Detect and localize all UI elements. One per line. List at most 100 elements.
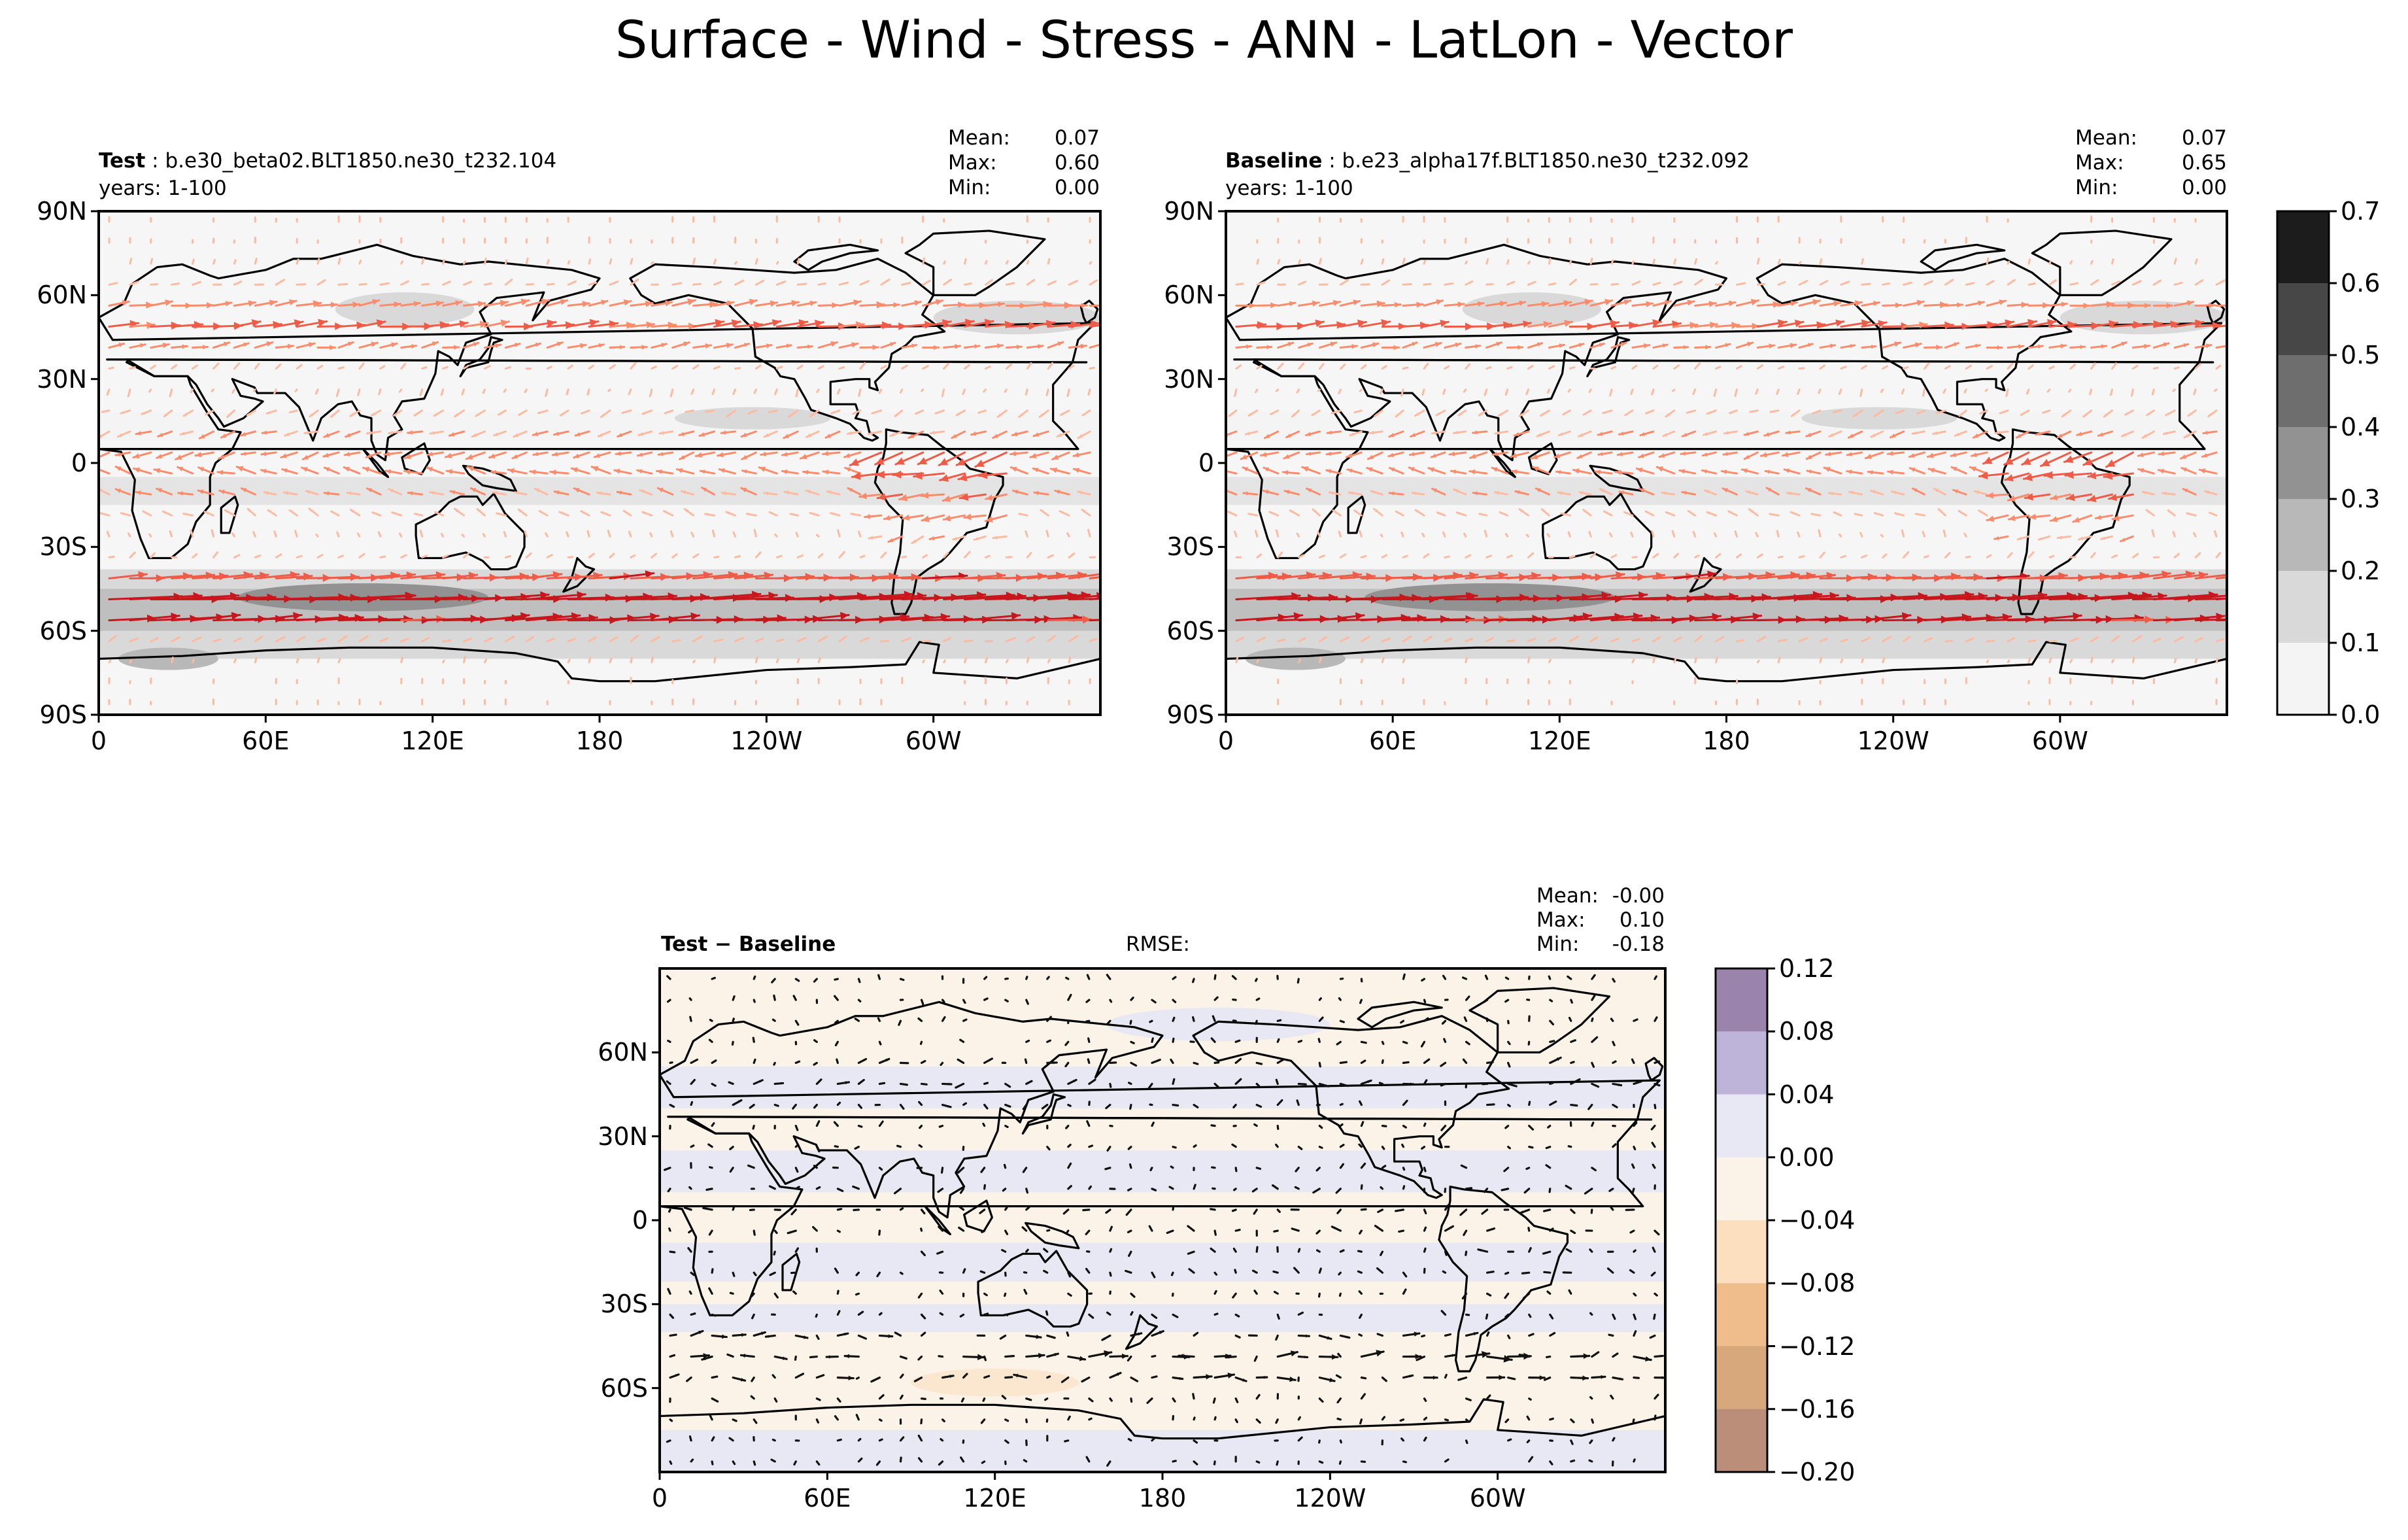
wind-vector-head <box>441 392 443 395</box>
wind-vector-head <box>344 466 350 472</box>
wind-vector-head <box>1093 556 1095 558</box>
wind-vector-head <box>919 1458 921 1460</box>
wind-vector-head <box>630 677 632 680</box>
wind-vector-head <box>782 469 788 475</box>
wind-vector-head <box>623 299 631 306</box>
wind-vector-head <box>1888 470 1893 475</box>
wind-vector-head <box>1631 532 1633 534</box>
wind-vector-head <box>726 511 730 515</box>
wind-vector-head <box>798 1187 800 1188</box>
wind-vector-head <box>466 366 469 368</box>
wind-vector-head <box>336 394 339 396</box>
wind-vector-head <box>227 413 231 417</box>
wind-vector-head <box>1423 700 1425 702</box>
wind-vector-head <box>1950 279 1953 282</box>
wind-vector <box>859 594 927 601</box>
wind-vector-head <box>844 1332 848 1336</box>
wind-vector-head <box>985 1106 988 1108</box>
wind-vector-head <box>837 530 839 533</box>
wind-vector-head <box>1354 510 1358 513</box>
wind-vector-head <box>1402 678 1404 681</box>
wind-vector-head <box>975 459 985 467</box>
wind-vector-head <box>924 1398 926 1400</box>
wind-vector-head <box>556 341 563 347</box>
wind-vector-head <box>2179 282 2182 284</box>
wind-vector-head <box>394 301 401 308</box>
wind-vector-head <box>1776 530 1779 533</box>
wind-vector-head <box>1371 490 1376 494</box>
wind-vector-head <box>2184 434 2189 437</box>
wind-vector-head <box>1248 513 1252 516</box>
wind-vector-head <box>278 364 281 367</box>
wind-vector-head <box>1410 452 1415 456</box>
coastline <box>1489 448 1516 478</box>
wind-vector-head <box>1655 366 1657 368</box>
wind-vector-head <box>1492 467 1498 472</box>
wind-vector-head <box>1682 432 1687 437</box>
wind-vector-head <box>859 699 862 701</box>
wind-vector-head <box>668 1289 670 1291</box>
wind-vector-head <box>1806 488 1812 493</box>
wind-vector-head <box>1678 281 1682 284</box>
wind-vector <box>1715 596 1771 601</box>
wind-vector-head <box>1069 657 1071 660</box>
wind-vector-head <box>713 216 715 218</box>
wind-vector-head <box>813 1227 815 1229</box>
wind-vector-head <box>617 490 622 495</box>
wind-vector-head <box>322 638 326 641</box>
wind-vector-head <box>308 342 315 348</box>
wind-vector-head <box>174 365 177 368</box>
wind-vector-head <box>1470 638 1472 641</box>
wind-vector-head <box>615 281 618 284</box>
test-max-value: 0.60 <box>1054 151 1100 175</box>
wind-vector-head <box>694 1059 698 1062</box>
wind-vector-head <box>958 473 968 482</box>
wind-vector-head <box>631 258 633 261</box>
wind-vector-head <box>1008 1105 1010 1107</box>
wind-vector-head <box>598 343 604 348</box>
wind-vector <box>2194 597 2227 601</box>
wind-vector-head <box>2175 258 2177 261</box>
wind-vector-head <box>656 469 662 475</box>
wind-vector-head <box>1620 342 1627 347</box>
wind-vector-head <box>1636 468 1643 473</box>
wind-vector-head <box>2209 512 2213 515</box>
wind-vector-head <box>1657 282 1660 284</box>
wind-vector-head <box>671 237 673 240</box>
wind-vector-head <box>121 512 125 515</box>
wind-vector-head <box>670 1401 671 1402</box>
wind-vector-head <box>1389 491 1395 496</box>
wind-vector-head <box>848 1375 854 1380</box>
wind-vector-head <box>258 555 260 557</box>
wind-vector-head <box>2114 363 2116 366</box>
wind-vector-head <box>1604 511 1608 514</box>
wind-vector-head <box>1663 433 1668 437</box>
wind-vector-head <box>1351 343 1357 349</box>
wind-vector-head <box>719 468 725 473</box>
wind-vector-head <box>153 366 156 368</box>
wind-vector-head <box>1380 534 1382 536</box>
wind-vector <box>504 615 562 622</box>
wind-vector-head <box>2131 393 2133 396</box>
wind-vector-head <box>2036 431 2041 436</box>
wind-vector-head <box>1839 534 1840 536</box>
wind-vector-head <box>1537 433 1542 437</box>
shade-band <box>660 1304 1665 1333</box>
wind-vector-head <box>2159 451 2165 456</box>
wind-vector-head <box>180 432 185 436</box>
wind-vector-head <box>940 1125 941 1127</box>
wind-vector-head <box>1127 594 1136 602</box>
wind-vector-head <box>685 1207 687 1210</box>
wind-vector-head <box>1053 281 1056 284</box>
wind-vector-head <box>1277 699 1279 702</box>
wind-vector <box>2194 573 2227 579</box>
wind-vector-head <box>129 238 131 240</box>
wind-vector-head <box>547 237 549 240</box>
wind-vector-head <box>1428 636 1432 640</box>
wind-vector-head <box>1405 555 1408 557</box>
wind-vector-head <box>821 554 822 556</box>
wind-vector-head <box>443 660 445 662</box>
wind-vector-head <box>962 981 964 983</box>
wind-vector-head <box>1457 301 1465 308</box>
wind-vector-head <box>833 1167 835 1169</box>
